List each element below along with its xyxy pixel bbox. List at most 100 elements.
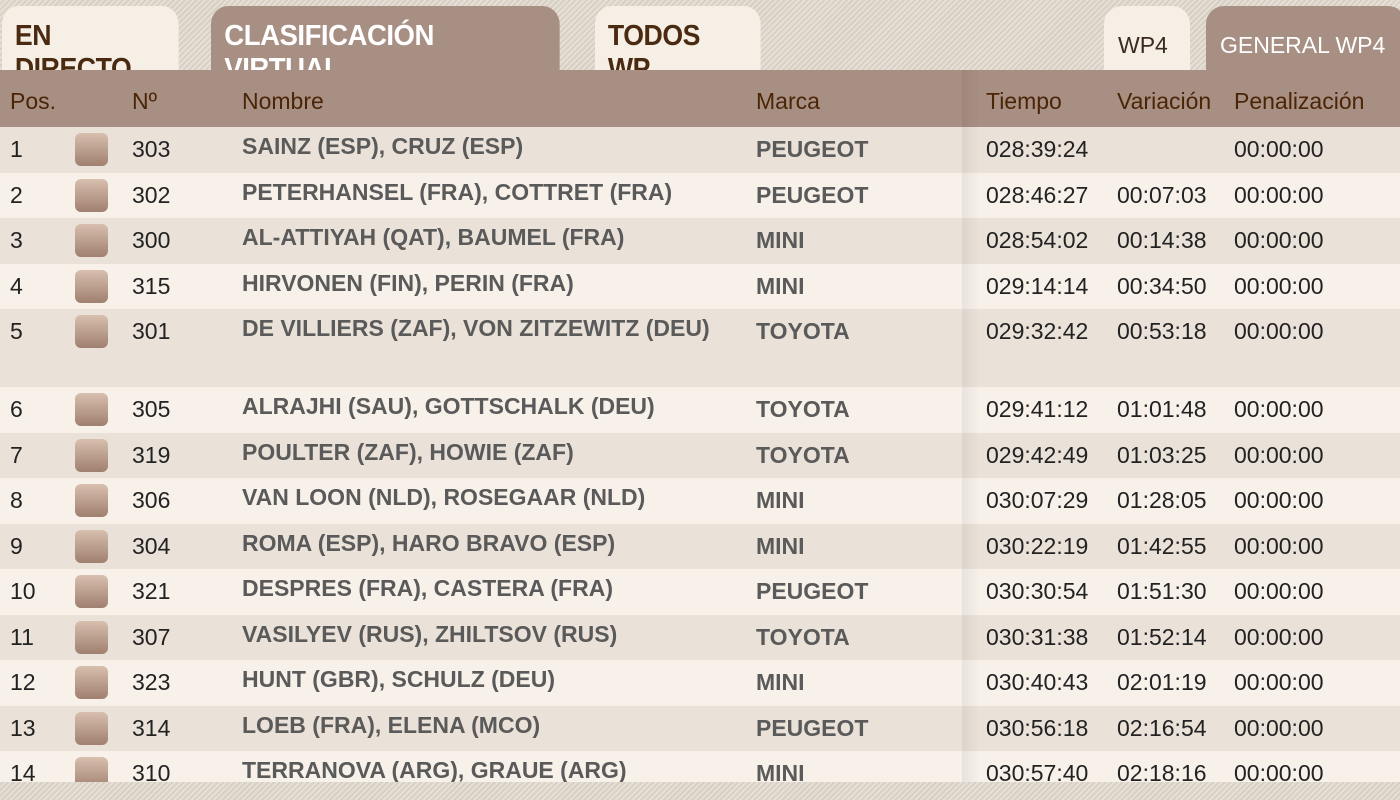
subtab-general-wp4[interactable]: GENERAL WP4 (1206, 6, 1400, 72)
penalty: 00:00:00 (1234, 318, 1324, 344)
tab-en-directo[interactable]: EN DIRECTO (2, 6, 179, 85)
table-row[interactable]: 5 301 DE VILLIERS (ZAF), VON ZITZEWITZ (DE… (0, 309, 1400, 387)
penalty: 00:00:00 (1234, 181, 1324, 208)
brand: PEUGEOT (756, 136, 869, 162)
car-number: 323 (132, 669, 171, 695)
position: 4 (10, 272, 23, 299)
col-name: Nombre (242, 88, 324, 114)
penalty: 00:00:00 (1234, 714, 1324, 741)
brand: MINI (756, 272, 805, 299)
time: 028:54:02 (986, 227, 1089, 253)
car-number: 304 (132, 532, 171, 559)
crew-name: ROMA (ESP), HARO BRAVO (ESP) (242, 529, 616, 556)
position: 11 (10, 623, 34, 650)
crew-name: DESPRES (FRA), CASTERA (FRA) (242, 575, 613, 601)
flag-icon (75, 315, 108, 348)
brand: MINI (756, 669, 805, 695)
variation: 01:01:48 (1117, 396, 1207, 422)
brand: PEUGEOT (756, 578, 869, 604)
tab-todos-wp[interactable]: TODOS WP (595, 6, 761, 85)
position: 3 (10, 227, 23, 253)
crew-name: AL-ATTIYAH (QAT), BAUMEL (FRA) (242, 224, 625, 250)
time: 030:22:19 (986, 532, 1089, 559)
col-num: Nº (132, 88, 158, 114)
crew-name: VASILYEV (RUS), ZHILTSOV (RUS) (242, 620, 618, 647)
crew-name: POULTER (ZAF), HOWIE (ZAF) (242, 438, 574, 465)
car-number: 307 (132, 623, 171, 650)
brand: MINI (756, 227, 805, 253)
flag-icon (75, 757, 108, 782)
position: 8 (10, 487, 23, 513)
time: 030:40:43 (986, 669, 1089, 695)
variation: 01:42:55 (1117, 532, 1207, 559)
table-row[interactable]: 4 315 HIRVONEN (FIN), PERIN (FRA) MINI 029:1… (0, 263, 1400, 309)
variation: 01:28:05 (1117, 487, 1207, 513)
penalty: 00:00:00 (1234, 272, 1324, 299)
table-row[interactable]: 8 306 VAN LOON (NLD), ROSEGAAR (NLD) MINI 03… (0, 478, 1400, 524)
penalty: 00:00:00 (1234, 136, 1324, 162)
results-table: Pos. Nº Nombre Marca Tiempo Variación Pe… (0, 70, 1400, 782)
position: 13 (10, 714, 36, 741)
brand: TOYOTA (756, 318, 850, 344)
car-number: 321 (132, 578, 171, 604)
table-row[interactable]: 3 300 AL-ATTIYAH (QAT), BAUMEL (FRA) MINI 02… (0, 218, 1400, 264)
col-penalizacion: Penalización (1234, 88, 1365, 114)
penalty: 00:00:00 (1234, 669, 1324, 695)
table-row[interactable]: 6 305 ALRAJHI (SAU), GOTTSCHALK (DEU) TOYOT… (0, 387, 1400, 433)
flag-icon (75, 178, 108, 212)
flag-icon (75, 224, 108, 257)
table-row[interactable]: 9 304 ROMA (ESP), HARO BRAVO (ESP) MINI 030:… (0, 523, 1400, 569)
crew-name: DE VILLIERS (ZAF), VON ZITZEWITZ (DEU) (242, 315, 710, 341)
penalty: 00:00:00 (1234, 487, 1324, 513)
table-row[interactable]: 13 314 LOEB (FRA), ELENA (MCO) PEUGEOT 030:5… (0, 705, 1400, 751)
table-row[interactable]: 10 321 DESPRES (FRA), CASTERA (FRA) PEUGEOT… (0, 569, 1400, 615)
penalty: 00:00:00 (1234, 760, 1324, 782)
car-number: 306 (132, 487, 171, 513)
position: 9 (10, 532, 23, 559)
time: 029:32:42 (986, 318, 1089, 344)
tab-clasificacion-virtual[interactable]: CLASIFICACIÓN VIRTUAL (211, 6, 560, 85)
variation: 00:53:18 (1117, 318, 1207, 344)
time: 028:39:24 (986, 136, 1089, 162)
crew-name: PETERHANSEL (FRA), COTTRET (FRA) (242, 178, 673, 205)
position: 6 (10, 396, 23, 422)
position: 10 (10, 578, 36, 604)
flag-icon (75, 711, 108, 745)
variation: 01:51:30 (1117, 578, 1207, 604)
time: 029:14:14 (986, 272, 1089, 299)
table-row[interactable]: 1 303 SAINZ (ESP), CRUZ (ESP) PEUGEOT 028:39… (0, 127, 1400, 173)
table-row[interactable]: 2 302 PETERHANSEL (FRA), COTTRET (FRA) PEUG… (0, 172, 1400, 218)
table-row[interactable]: 12 323 HUNT (GBR), SCHULZ (DEU) MINI 030:40:… (0, 660, 1400, 706)
car-number: 303 (132, 136, 171, 162)
car-number: 301 (132, 318, 171, 344)
table-row[interactable]: 14 310 TERRANOVA (ARG), GRAUE (ARG) MINI 030… (0, 751, 1400, 782)
car-number: 302 (132, 181, 171, 208)
variation: 00:07:03 (1117, 181, 1207, 208)
flag-icon (75, 393, 108, 426)
crew-name: SAINZ (ESP), CRUZ (ESP) (242, 133, 524, 159)
variation: 00:14:38 (1117, 227, 1207, 253)
subtab-wp4[interactable]: WP4 (1104, 6, 1190, 72)
car-number: 319 (132, 441, 171, 468)
flag-icon (75, 575, 108, 608)
car-number: 310 (132, 760, 171, 782)
brand: PEUGEOT (756, 714, 869, 741)
flag-icon (75, 529, 108, 563)
crew-name: HUNT (GBR), SCHULZ (DEU) (242, 666, 556, 692)
penalty: 00:00:00 (1234, 396, 1324, 422)
table-header: Pos. Nº Nombre Marca Tiempo Variación Pe… (0, 70, 1400, 127)
flag-icon (75, 484, 108, 517)
penalty: 00:00:00 (1234, 441, 1324, 468)
time: 030:31:38 (986, 623, 1089, 650)
time: 030:57:40 (986, 760, 1089, 782)
table-row[interactable]: 7 319 POULTER (ZAF), HOWIE (ZAF) TOYOTA 029:… (0, 432, 1400, 478)
position: 12 (10, 669, 36, 695)
variation: 00:34:50 (1117, 272, 1207, 299)
col-variacion: Variación (1117, 88, 1212, 114)
crew-name: ALRAJHI (SAU), GOTTSCHALK (DEU) (242, 393, 655, 419)
col-tiempo: Tiempo (986, 88, 1062, 114)
variation: 01:52:14 (1117, 623, 1207, 650)
brand: MINI (756, 532, 805, 559)
table-row[interactable]: 11 307 VASILYEV (RUS), ZHILTSOV (RUS) TOYOT… (0, 614, 1400, 660)
penalty: 00:00:00 (1234, 623, 1324, 650)
